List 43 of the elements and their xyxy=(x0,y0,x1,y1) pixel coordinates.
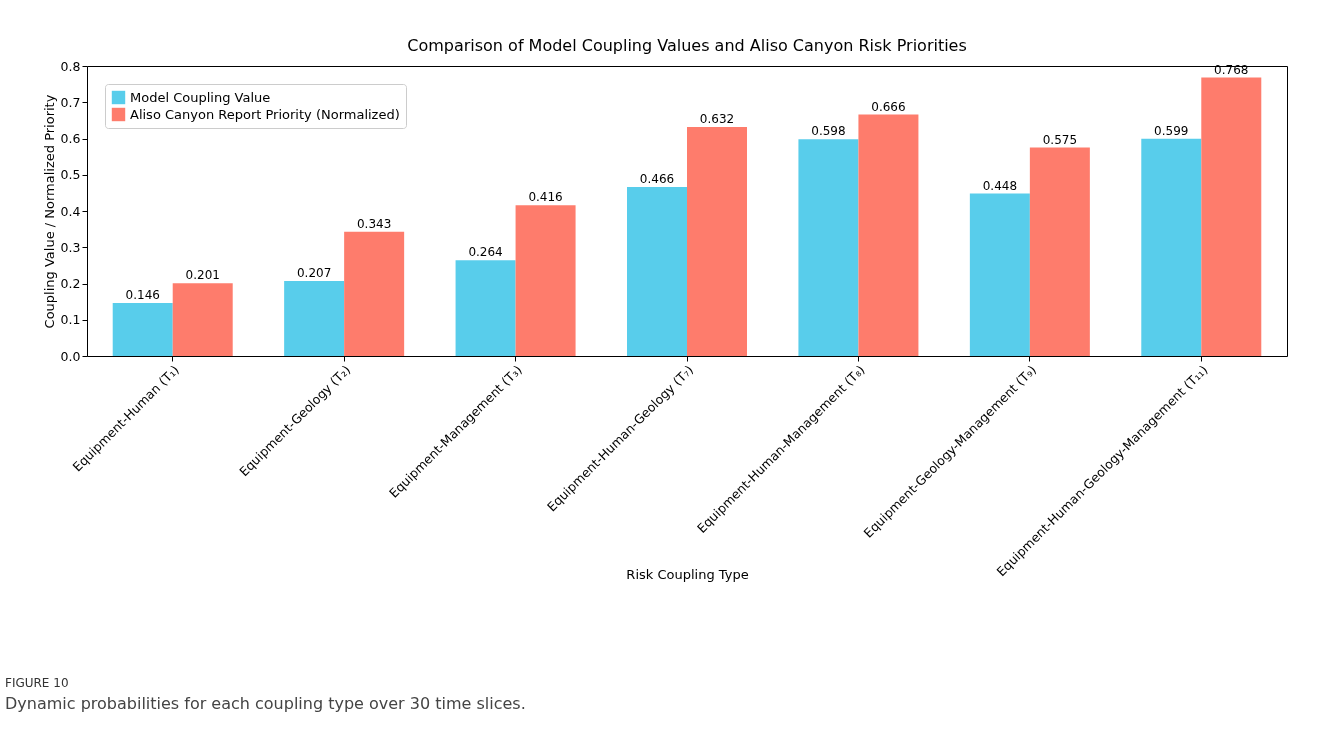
bar xyxy=(627,187,687,356)
bar xyxy=(112,303,173,356)
data-label: 0.207 xyxy=(296,265,332,280)
x-axis-title: Risk Coupling Type xyxy=(626,566,749,582)
bar xyxy=(515,205,576,356)
y-tick-label: 0.1 xyxy=(60,312,81,328)
y-tick-label: 0.4 xyxy=(60,203,81,219)
data-label: 0.575 xyxy=(1042,132,1078,147)
y-tick-label: 0.7 xyxy=(60,94,81,110)
data-label: 0.598 xyxy=(811,124,846,139)
data-label: 0.448 xyxy=(982,178,1018,193)
bar xyxy=(344,231,405,356)
legend-label: Model Coupling Value xyxy=(130,89,271,105)
bar xyxy=(858,114,919,356)
data-label: 0.201 xyxy=(185,268,220,283)
legend-label: Aliso Canyon Report Priority (Normalized) xyxy=(130,106,400,122)
data-label: 0.146 xyxy=(125,288,160,303)
data-label: 0.343 xyxy=(356,216,392,231)
bar xyxy=(1201,77,1262,356)
bar xyxy=(1141,138,1202,356)
y-tick-label: 0.6 xyxy=(60,131,81,146)
y-tick-label: 0.0 xyxy=(60,348,81,364)
y-axis-title: Coupling Value / Normalized Priority xyxy=(41,94,57,329)
data-label: 0.666 xyxy=(871,99,906,114)
bar xyxy=(969,193,1030,356)
bar xyxy=(1029,147,1090,356)
y-tick-label: 0.2 xyxy=(60,276,81,291)
data-label: 0.466 xyxy=(639,172,675,187)
text: Dynamic probabilities for each coupling type over 30 time slices. xyxy=(5,694,526,713)
data-label: 0.264 xyxy=(468,245,503,260)
data-label: 0.599 xyxy=(1154,123,1189,138)
bar xyxy=(687,126,747,356)
bar xyxy=(284,280,345,356)
y-tick-label: 0.8 xyxy=(60,58,81,74)
bar xyxy=(798,139,859,356)
bar xyxy=(455,260,516,356)
chart-title: Comparison of Model Coupling Values and Aliso Canyon Risk Priorities xyxy=(407,36,967,55)
caption: FIGURE 10 xyxy=(5,676,69,690)
y-tick-label: 0.3 xyxy=(60,239,81,255)
data-label: 0.632 xyxy=(699,111,735,126)
bar xyxy=(172,283,233,356)
data-label: 0.416 xyxy=(528,190,563,205)
y-tick-label: 0.5 xyxy=(60,167,81,183)
